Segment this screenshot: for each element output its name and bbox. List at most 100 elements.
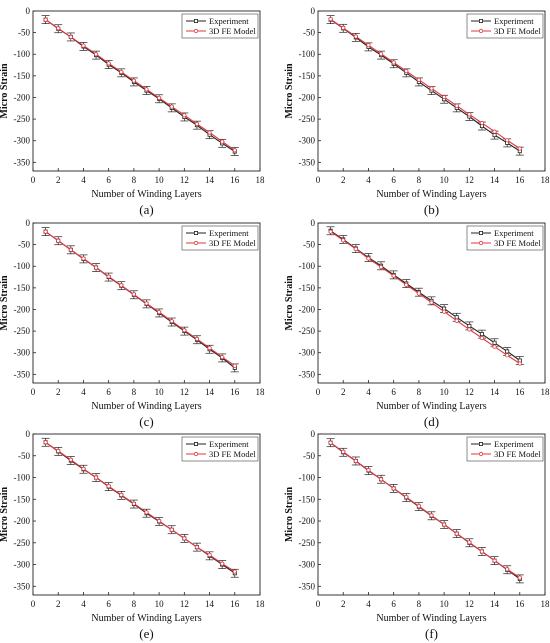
data-point-fe-model [169, 319, 174, 324]
y-tick-label: -150 [14, 283, 31, 293]
x-axis-label: Number of Winding Layers [91, 401, 201, 412]
x-tick-label: 4 [81, 599, 86, 609]
data-point-fe-model [131, 292, 136, 297]
data-point-fe-model [207, 552, 212, 558]
data-point-fe-model [479, 120, 485, 126]
panel-label: (b) [424, 202, 439, 217]
legend-box [466, 225, 544, 251]
data-point-fe-model [220, 139, 225, 144]
x-tick-label: 12 [465, 387, 474, 397]
data-point-fe-model [56, 26, 61, 31]
data-point-fe-model [505, 138, 510, 143]
x-tick-label: 10 [155, 387, 165, 397]
data-point-fe-model [517, 146, 522, 151]
data-point-fe-model [68, 457, 73, 462]
x-tick-label: 14 [490, 387, 500, 397]
legend-entry: Experiment [494, 228, 534, 238]
y-tick-label: 0 [311, 6, 316, 16]
data-point-fe-model [119, 69, 124, 75]
x-tick-label: 4 [366, 387, 371, 397]
legend-entry: Experiment [209, 16, 249, 26]
data-point-fe-model [207, 345, 212, 351]
y-tick-label: -150 [299, 494, 316, 504]
x-tick-label: 10 [440, 175, 450, 185]
legend-entry: 3D FE Model [494, 449, 541, 459]
legend-marker [193, 230, 198, 235]
x-axis-label: Number of Winding Layers [376, 613, 486, 624]
x-tick-label: 4 [366, 599, 371, 609]
legend-entry: Experiment [209, 439, 249, 449]
data-point-fe-model [328, 229, 333, 234]
x-tick-label: 0 [31, 387, 36, 397]
data-point-fe-model [157, 309, 162, 315]
data-point-fe-model [56, 448, 61, 454]
x-tick-label: 14 [205, 175, 215, 185]
series-line-fe-model [330, 442, 521, 579]
y-tick-label: -200 [14, 304, 31, 314]
data-point-fe-model [144, 87, 149, 92]
legend-marker [193, 441, 198, 446]
data-point-fe-model [232, 569, 237, 574]
series-line-fe-model [45, 19, 236, 151]
series-line-fe-model [45, 231, 236, 367]
panel-label: (f) [425, 626, 438, 641]
chart-panel: 0 2 4 6 8 10 12 14 16 18 0 -50 -100 -150 -200 -250 -300 -… [284, 429, 550, 641]
legend-marker [193, 28, 199, 34]
x-axis-label: Number of Winding Layers [376, 189, 486, 200]
x-tick-label: 18 [541, 599, 550, 609]
y-tick-label: -300 [14, 136, 31, 146]
y-tick-label: -200 [14, 516, 31, 526]
y-tick-label: -150 [299, 283, 316, 293]
y-tick-label: -150 [299, 71, 316, 81]
data-point-experiment [467, 323, 472, 328]
y-tick-label: 0 [26, 429, 31, 439]
data-point-fe-model [81, 466, 86, 471]
data-point-fe-model [220, 561, 225, 566]
y-tick-label: -250 [299, 114, 316, 124]
legend-marker [478, 18, 483, 23]
plot-frame [32, 222, 261, 384]
x-tick-label: 6 [391, 175, 396, 185]
data-point-fe-model [68, 34, 73, 40]
data-point-fe-model [479, 549, 485, 554]
chart-panel: 0 2 4 6 8 10 12 14 16 18 0 -50 -100 -150 -200 -250 -300 -… [0, 218, 265, 429]
data-point-fe-model [416, 291, 421, 296]
x-axis-label: Number of Winding Layers [376, 401, 486, 412]
x-tick-label: 2 [56, 175, 61, 185]
data-point-fe-model [479, 335, 485, 341]
y-tick-label: -300 [14, 560, 31, 570]
data-point-fe-model [169, 527, 174, 532]
y-tick-label: -200 [299, 304, 316, 314]
data-point-fe-model [182, 113, 187, 118]
x-tick-label: 4 [81, 175, 86, 185]
data-point-fe-model [232, 148, 237, 153]
legend-entry: 3D FE Model [209, 26, 256, 36]
x-tick-label: 14 [205, 599, 215, 609]
legend-marker [478, 240, 484, 246]
data-point-fe-model [517, 361, 522, 366]
data-point-fe-model [429, 513, 434, 518]
x-tick-label: 0 [316, 175, 321, 185]
data-point-fe-model [68, 247, 73, 252]
x-tick-label: 8 [132, 599, 137, 609]
y-tick-label: -200 [299, 516, 316, 526]
data-point-fe-model [429, 300, 434, 305]
y-axis-label: Micro Strain [0, 487, 10, 543]
data-point-fe-model [43, 440, 48, 445]
chart-panel: 0 2 4 6 8 10 12 14 16 18 0 -50 -100 -150 -200 -250 -300 -… [284, 6, 550, 217]
x-tick-label: 10 [155, 175, 165, 185]
data-point-fe-model [182, 328, 187, 333]
y-tick-label: -350 [14, 369, 31, 379]
x-tick-label: 8 [417, 387, 422, 397]
x-tick-label: 0 [316, 387, 321, 397]
x-tick-label: 2 [56, 387, 61, 397]
x-tick-label: 18 [256, 599, 266, 609]
y-axis-label: Micro Strain [284, 275, 295, 331]
data-point-fe-model [328, 17, 333, 22]
data-point-fe-model [353, 246, 358, 252]
data-point-fe-model [144, 510, 149, 515]
y-tick-label: -50 [303, 28, 315, 38]
y-tick-label: 0 [26, 218, 31, 228]
legend-entry: 3D FE Model [209, 238, 256, 248]
